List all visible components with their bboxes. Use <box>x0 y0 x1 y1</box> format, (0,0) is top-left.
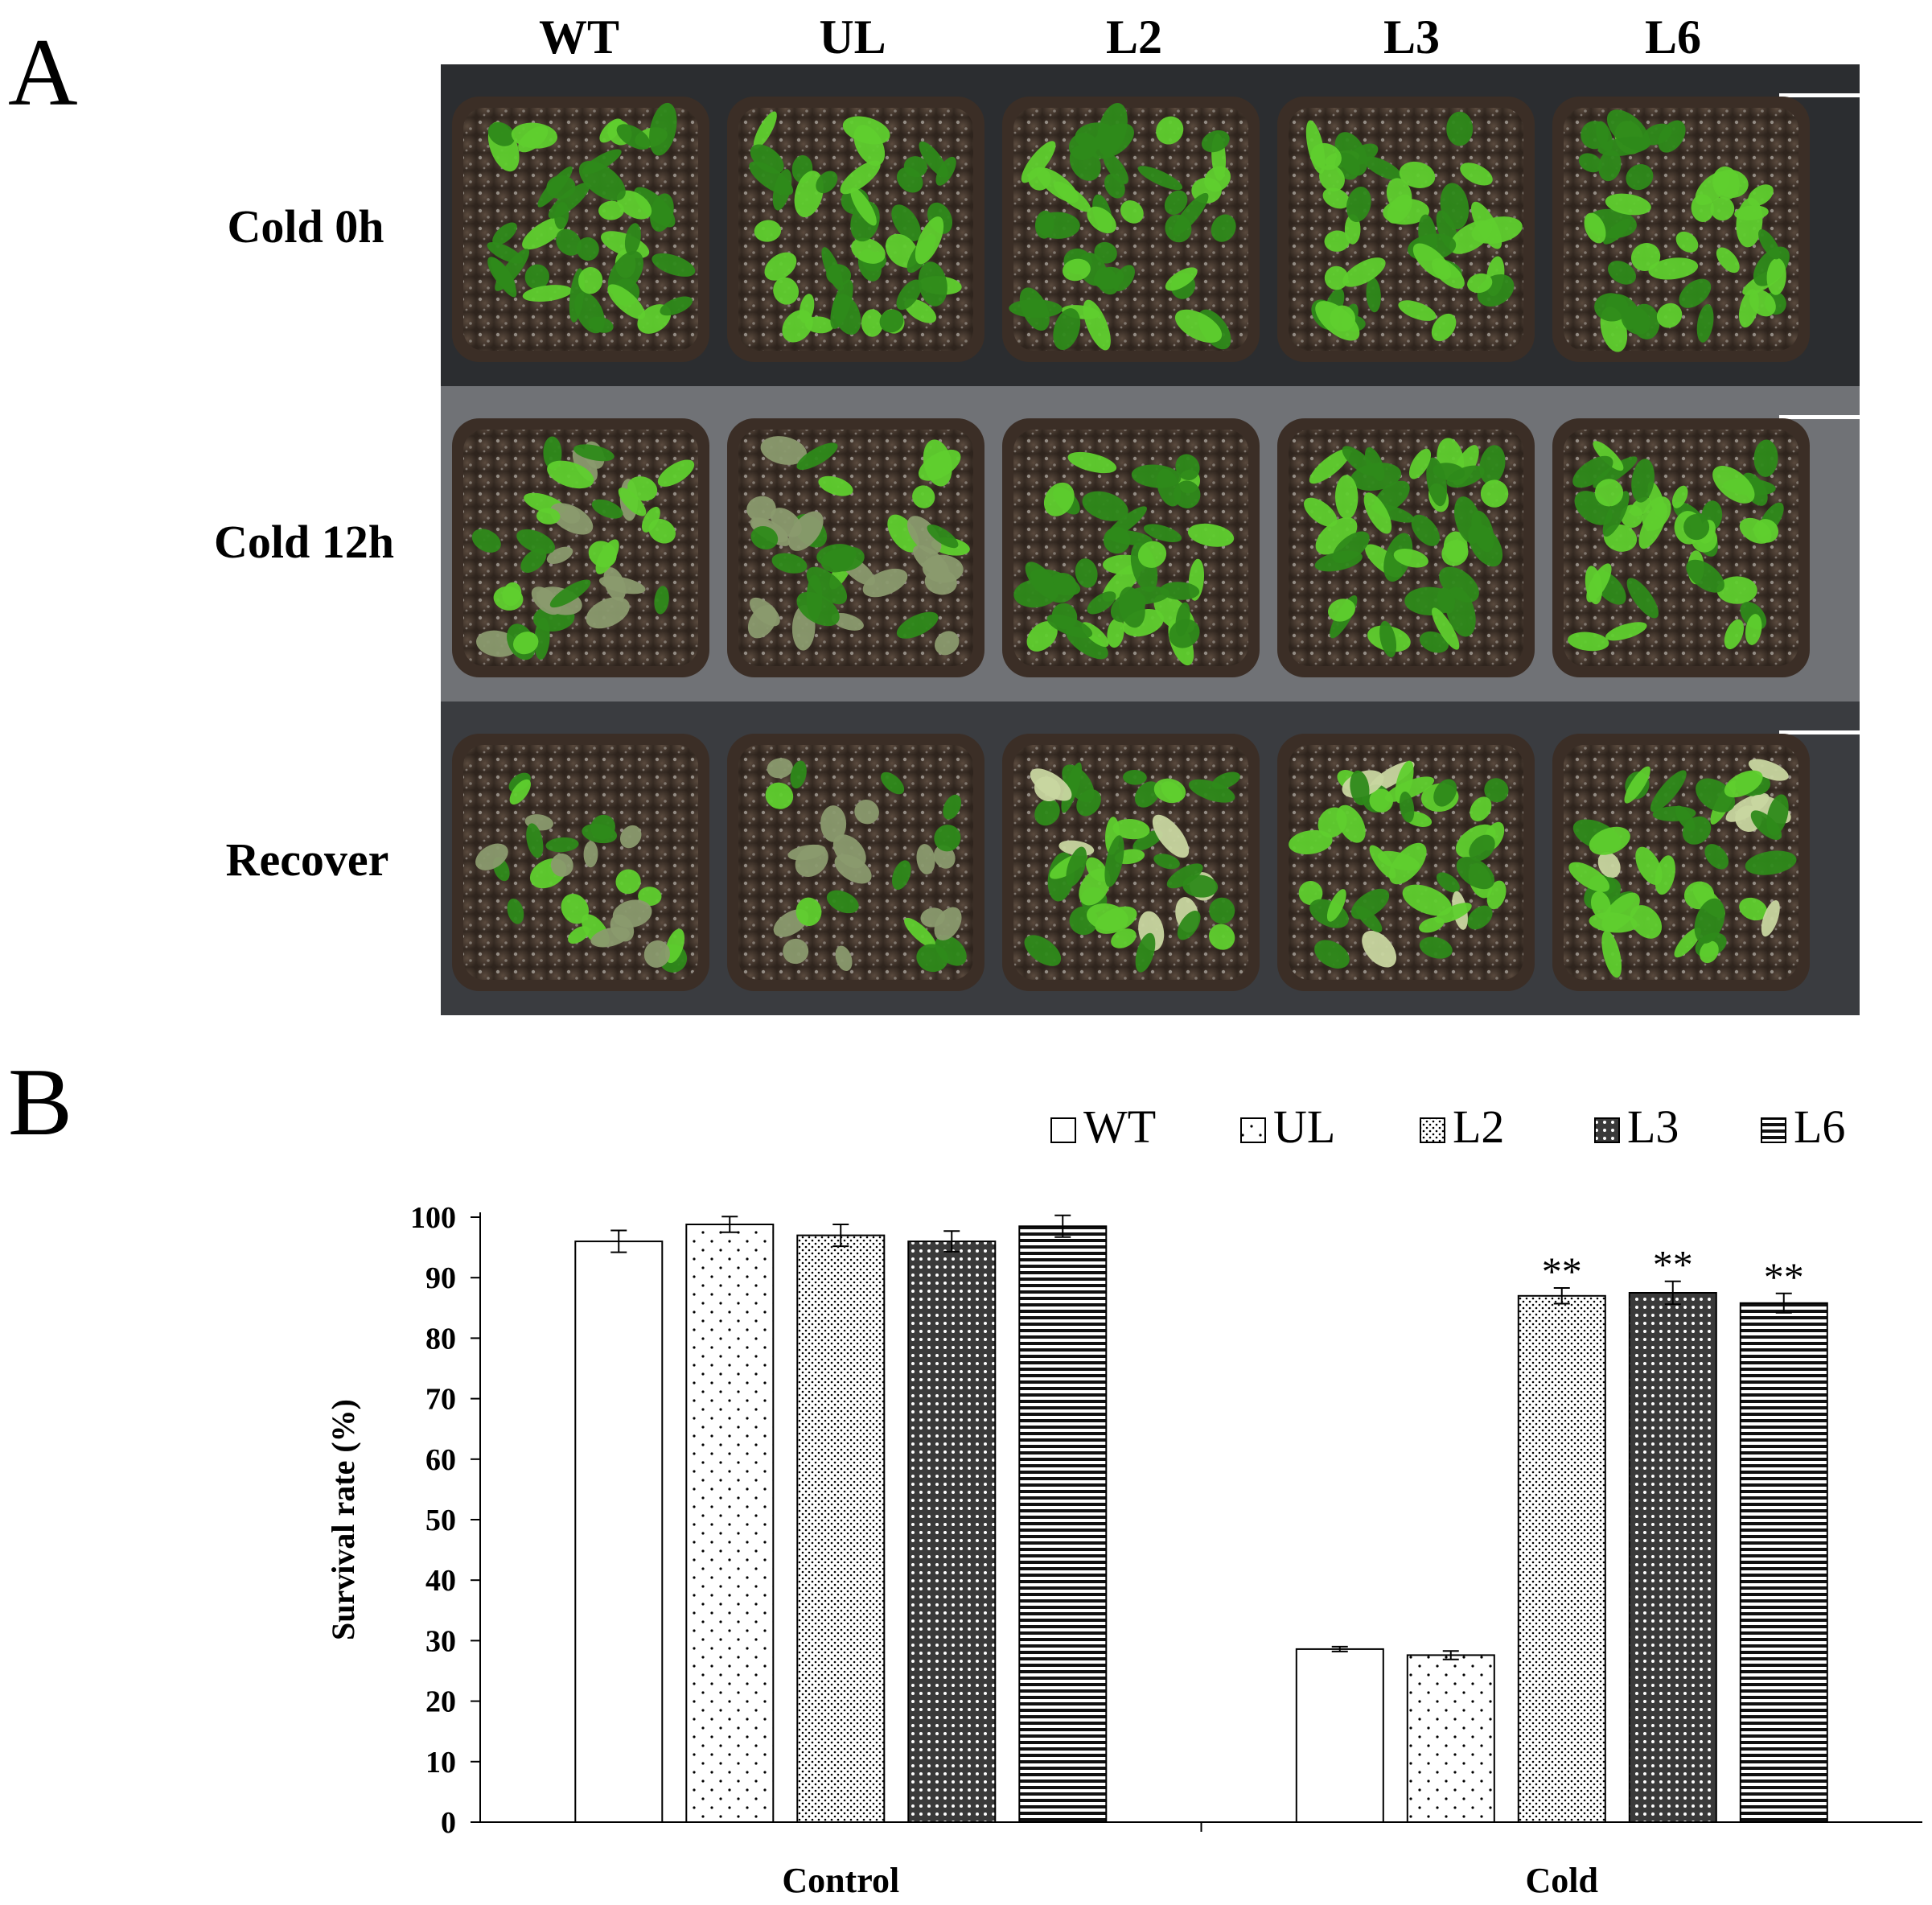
legend-item: WT <box>1050 1101 1156 1153</box>
bar <box>1517 1294 1606 1823</box>
bar <box>1628 1292 1717 1823</box>
column-label-ul: UL <box>819 10 886 64</box>
legend-swatch <box>1240 1117 1266 1143</box>
y-axis-title: Survival rate (%) <box>325 1399 361 1640</box>
y-tick-label: 80 <box>425 1322 456 1356</box>
row-label-cold-12h: Cold 12h <box>213 516 394 568</box>
plant-pots <box>452 97 1810 991</box>
plant-pot <box>1002 734 1260 991</box>
bar <box>574 1241 664 1824</box>
plant-pot <box>1002 97 1260 362</box>
legend-swatch <box>1050 1117 1076 1143</box>
y-tick-label: 90 <box>425 1261 456 1295</box>
plant-pot <box>452 734 709 991</box>
y-tick-label: 70 <box>425 1383 456 1417</box>
column-label-l2: L2 <box>1105 10 1163 64</box>
legend-swatch <box>1761 1117 1786 1143</box>
column-label-l3: L3 <box>1383 10 1441 64</box>
axes: 0 10 20 30 40 50 60 70 80 90 100 Survival rate (%) C… <box>325 1201 1922 1900</box>
legend-item: L6 <box>1761 1101 1845 1153</box>
plant-pot <box>452 418 709 677</box>
y-tick-label: 20 <box>425 1685 456 1719</box>
legend-label: WT <box>1083 1101 1156 1153</box>
legend: WT UL L2 L3 L6 <box>1050 1101 1845 1153</box>
significance-label: ** <box>1764 1254 1804 1299</box>
plant-pot <box>727 97 984 362</box>
plant-pot <box>452 97 709 362</box>
legend-label: L6 <box>1794 1101 1845 1153</box>
bars: ** ** ** <box>574 1214 1828 1824</box>
legend-swatch <box>1594 1117 1620 1143</box>
bar <box>796 1234 886 1824</box>
scale-bar <box>1779 415 1860 419</box>
scale-bar <box>1779 93 1860 97</box>
plant-pot <box>1552 734 1810 991</box>
bar <box>1295 1648 1384 1824</box>
y-tick-label: 50 <box>425 1504 456 1537</box>
bar <box>907 1241 997 1824</box>
panel-a-letter: A <box>8 19 78 125</box>
plant-pot <box>1277 97 1535 362</box>
legend-label: UL <box>1273 1101 1335 1153</box>
bar <box>1018 1225 1108 1824</box>
survival-rate-chart: WT UL L2 L3 L6 0 10 20 30 40 50 60 70 80 90 100 Surviva… <box>325 1101 1922 1900</box>
y-tick-label: 0 <box>441 1806 456 1840</box>
y-tick-label: 30 <box>425 1624 456 1658</box>
column-label-wt: WT <box>538 10 620 64</box>
scale-bar <box>1779 730 1860 734</box>
plant-photo <box>441 64 1860 1015</box>
legend-item: L3 <box>1594 1101 1679 1153</box>
panel-b-letter: B <box>8 1048 73 1155</box>
y-tick-label: 60 <box>425 1443 456 1477</box>
legend-label: L2 <box>1453 1101 1504 1153</box>
plant-pot <box>1002 418 1260 677</box>
plant-pot <box>1277 734 1535 991</box>
row-label-recover: Recover <box>225 833 389 886</box>
bar <box>1739 1302 1828 1823</box>
plant-pot <box>1277 418 1535 677</box>
bar <box>685 1224 775 1823</box>
legend-swatch <box>1420 1117 1445 1143</box>
legend-label: L3 <box>1627 1101 1679 1153</box>
plant-pot <box>1552 418 1810 677</box>
plant-pot <box>727 734 984 991</box>
category-label: Cold <box>1526 1861 1598 1900</box>
y-tick-label: 100 <box>410 1201 456 1235</box>
bar <box>1406 1654 1495 1824</box>
significance-label: ** <box>1653 1242 1693 1287</box>
legend-item: L2 <box>1420 1101 1504 1153</box>
plant-pot <box>727 418 984 677</box>
column-label-l6: L6 <box>1644 10 1702 64</box>
y-tick-label: 40 <box>425 1564 456 1598</box>
y-tick-label: 10 <box>425 1746 456 1780</box>
significance-label: ** <box>1542 1249 1582 1294</box>
legend-item: UL <box>1240 1101 1335 1153</box>
plant-pot <box>1552 97 1810 362</box>
category-label: Control <box>782 1861 899 1900</box>
row-label-cold-0h: Cold 0h <box>227 200 384 253</box>
